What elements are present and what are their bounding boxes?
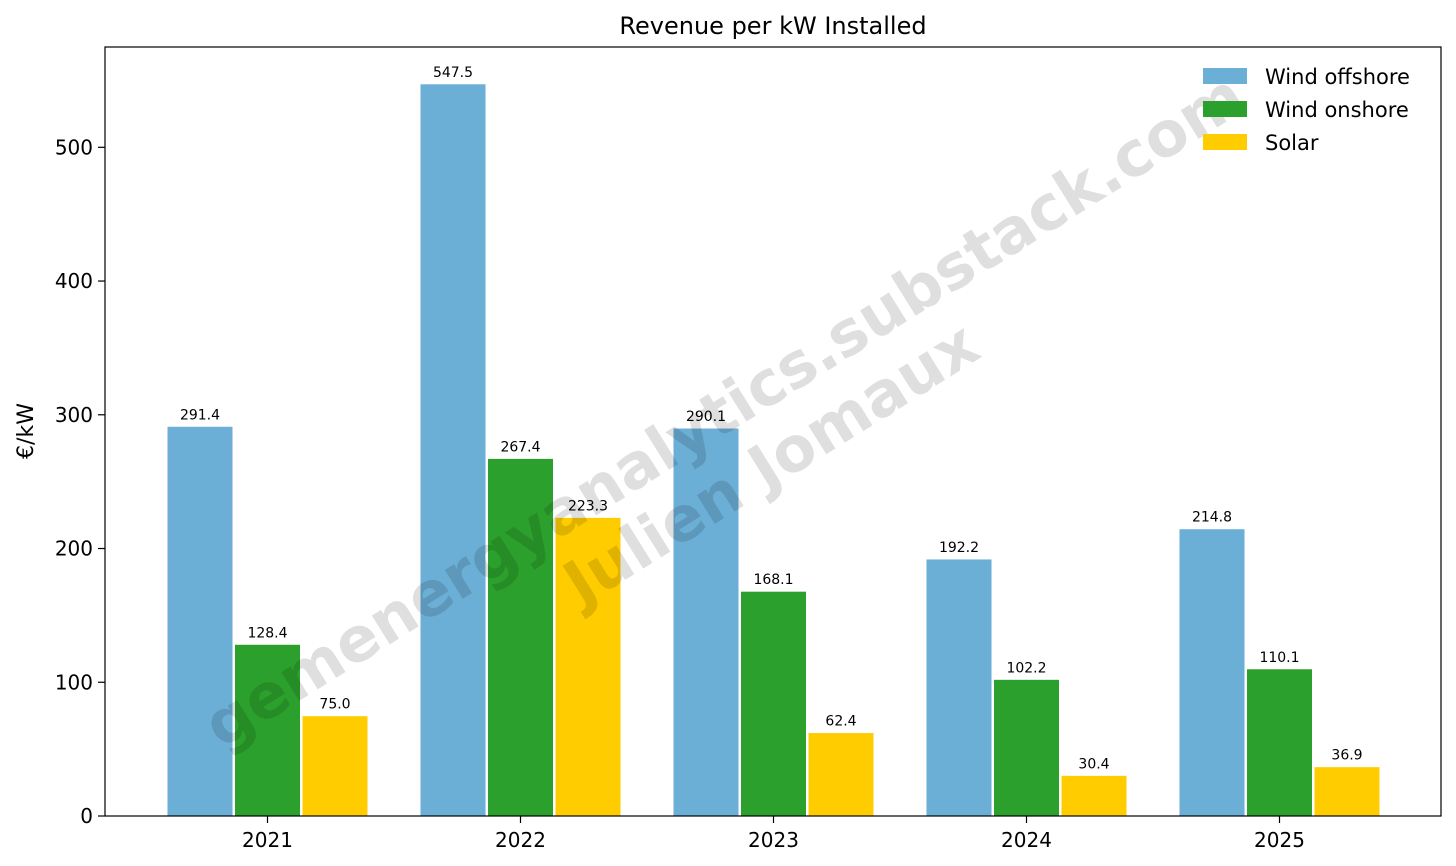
- value-label: 267.4: [500, 439, 540, 455]
- value-label: 290.1: [686, 409, 726, 425]
- bar-solar-2023: [807, 732, 875, 817]
- bar-wind-offshore-2024: [925, 558, 993, 817]
- legend: Wind offshore Wind onshore Solar: [1203, 65, 1410, 155]
- bar-wind-offshore-2025: [1178, 528, 1246, 817]
- value-label: 168.1: [753, 572, 793, 588]
- bar-solar-2021: [301, 715, 369, 817]
- value-label: 192.2: [939, 540, 979, 556]
- x-tick-label: 2022: [495, 828, 546, 852]
- x-tick-label: 2023: [748, 828, 799, 852]
- value-label: 30.4: [1078, 756, 1109, 772]
- value-label: 102.2: [1006, 660, 1046, 676]
- y-tick-label: 300: [55, 403, 93, 427]
- bar-solar-2024: [1060, 774, 1128, 817]
- value-label: 223.3: [568, 498, 608, 514]
- value-labels-layer: 291.4 128.4 75.0 547.5 267.4 223.3 290.1 168.1 6…: [180, 65, 1363, 773]
- value-label: 214.8: [1192, 510, 1232, 526]
- value-label: 291.4: [180, 407, 220, 423]
- legend-swatch-solar: [1203, 134, 1247, 150]
- y-tick-label: 0: [80, 804, 93, 828]
- legend-swatch-wind-offshore: [1203, 68, 1247, 84]
- bar-wind-onshore-2023: [740, 590, 807, 817]
- bars-layer: [166, 83, 1381, 817]
- x-tick-label: 2021: [242, 828, 293, 852]
- plot-frame: [104, 46, 1442, 817]
- bar-wind-onshore-2021: [234, 643, 301, 817]
- y-tick-label: 400: [55, 269, 93, 293]
- value-label: 128.4: [247, 625, 287, 641]
- legend-label: Wind offshore: [1265, 65, 1410, 89]
- legend-swatch-wind-onshore: [1203, 101, 1247, 117]
- value-label: 547.5: [433, 65, 473, 81]
- chart-title: Revenue per kW Installed: [619, 12, 926, 40]
- value-label: 62.4: [825, 714, 856, 730]
- bar-wind-offshore-2021: [166, 425, 234, 817]
- value-label: 75.0: [319, 697, 350, 713]
- legend-label: Wind onshore: [1265, 98, 1409, 122]
- bar-wind-onshore-2024: [993, 678, 1060, 817]
- value-label: 110.1: [1259, 650, 1299, 666]
- bar-solar-2025: [1313, 766, 1381, 817]
- bar-wind-onshore-2022: [487, 457, 554, 817]
- bar-wind-onshore-2025: [1246, 668, 1313, 817]
- y-tick-label: 200: [55, 537, 93, 561]
- y-tick-label: 500: [55, 135, 93, 159]
- value-label: 36.9: [1331, 748, 1362, 764]
- y-axis-label: €/kW: [14, 403, 39, 459]
- axes-layer: 2021 2022 2023 2024 2025 0 100 200 300 400 500: [55, 46, 1442, 852]
- legend-label: Solar: [1265, 131, 1319, 155]
- y-tick-label: 100: [55, 670, 93, 694]
- x-tick-label: 2024: [1001, 828, 1052, 852]
- bar-wind-offshore-2022: [419, 83, 487, 817]
- x-tick-label: 2025: [1254, 828, 1305, 852]
- bar-solar-2022: [554, 516, 622, 817]
